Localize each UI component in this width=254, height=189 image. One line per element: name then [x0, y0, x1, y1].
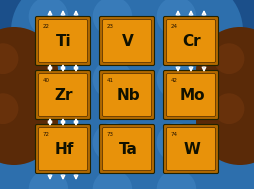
- Circle shape: [139, 0, 243, 83]
- Circle shape: [29, 60, 68, 99]
- Circle shape: [210, 60, 249, 99]
- Circle shape: [93, 123, 132, 162]
- Circle shape: [93, 0, 132, 36]
- Circle shape: [11, 152, 115, 189]
- FancyBboxPatch shape: [164, 70, 218, 119]
- FancyBboxPatch shape: [39, 74, 87, 116]
- Circle shape: [210, 123, 249, 162]
- Text: Ti: Ti: [56, 35, 72, 50]
- Circle shape: [75, 105, 179, 189]
- Circle shape: [29, 0, 68, 36]
- FancyBboxPatch shape: [36, 16, 90, 66]
- FancyBboxPatch shape: [100, 70, 154, 119]
- Circle shape: [75, 152, 179, 189]
- Text: Cr: Cr: [183, 35, 201, 50]
- FancyBboxPatch shape: [167, 19, 215, 63]
- Text: 22: 22: [43, 24, 50, 29]
- FancyBboxPatch shape: [167, 74, 215, 116]
- Circle shape: [0, 43, 18, 74]
- Text: 40: 40: [43, 78, 50, 83]
- Circle shape: [214, 43, 244, 74]
- FancyBboxPatch shape: [36, 125, 90, 174]
- Text: 42: 42: [171, 78, 178, 83]
- Circle shape: [0, 93, 18, 124]
- Circle shape: [0, 42, 62, 146]
- Text: 72: 72: [43, 132, 50, 137]
- Circle shape: [0, 105, 62, 189]
- Circle shape: [192, 105, 254, 189]
- Circle shape: [157, 60, 196, 99]
- Circle shape: [29, 123, 68, 162]
- Text: Hf: Hf: [54, 143, 74, 157]
- Text: Ta: Ta: [119, 143, 137, 157]
- Circle shape: [0, 27, 58, 115]
- Text: Mo: Mo: [179, 88, 205, 104]
- FancyBboxPatch shape: [167, 128, 215, 170]
- Circle shape: [196, 27, 254, 115]
- Circle shape: [157, 123, 196, 162]
- Circle shape: [157, 170, 196, 189]
- Circle shape: [93, 170, 132, 189]
- Circle shape: [192, 42, 254, 146]
- Circle shape: [0, 123, 15, 162]
- Circle shape: [0, 77, 58, 165]
- Circle shape: [11, 42, 115, 146]
- Circle shape: [75, 0, 179, 83]
- Text: 73: 73: [107, 132, 114, 137]
- Circle shape: [139, 105, 243, 189]
- FancyBboxPatch shape: [164, 125, 218, 174]
- Circle shape: [11, 105, 115, 189]
- Circle shape: [157, 0, 196, 36]
- FancyBboxPatch shape: [103, 74, 151, 116]
- Text: W: W: [184, 143, 200, 157]
- FancyBboxPatch shape: [39, 19, 87, 63]
- Circle shape: [29, 170, 68, 189]
- FancyBboxPatch shape: [103, 19, 151, 63]
- Text: 23: 23: [107, 24, 114, 29]
- FancyBboxPatch shape: [100, 16, 154, 66]
- Text: 41: 41: [107, 78, 114, 83]
- FancyBboxPatch shape: [100, 125, 154, 174]
- Text: 24: 24: [171, 24, 178, 29]
- Circle shape: [139, 152, 243, 189]
- Text: 74: 74: [171, 132, 178, 137]
- Circle shape: [196, 77, 254, 165]
- Circle shape: [93, 60, 132, 99]
- FancyBboxPatch shape: [103, 128, 151, 170]
- FancyBboxPatch shape: [164, 16, 218, 66]
- Circle shape: [75, 42, 179, 146]
- Circle shape: [0, 60, 15, 99]
- Circle shape: [11, 0, 115, 83]
- Circle shape: [214, 93, 244, 124]
- Text: V: V: [122, 35, 134, 50]
- FancyBboxPatch shape: [39, 128, 87, 170]
- Text: Zr: Zr: [55, 88, 73, 104]
- Text: Nb: Nb: [116, 88, 140, 104]
- Circle shape: [139, 42, 243, 146]
- FancyBboxPatch shape: [36, 70, 90, 119]
